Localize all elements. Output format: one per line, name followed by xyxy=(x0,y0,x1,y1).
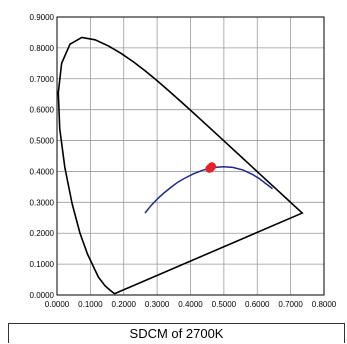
plot-frame xyxy=(56,16,325,296)
x-axis-ticks: 0.0000 0.1000 0.2000 0.3000 0.4000 0.5000 0.60… xyxy=(45,300,337,309)
y-tick-label: 0.6000 xyxy=(30,106,55,115)
x-tick-label: 0.5000 xyxy=(212,300,237,309)
y-tick-label: 0.0000 xyxy=(30,291,55,300)
x-tick-label: 0.8000 xyxy=(312,300,337,309)
x-tick-label: 0.0000 xyxy=(45,300,70,309)
y-tick-label: 0.3000 xyxy=(30,198,55,207)
y-tick-label: 0.1000 xyxy=(30,260,55,269)
grid xyxy=(57,17,324,295)
x-tick-label: 0.4000 xyxy=(178,300,203,309)
chart-caption: SDCM of 2700K xyxy=(8,323,345,343)
planckian-locus-line xyxy=(144,165,274,214)
x-tick-label: 0.7000 xyxy=(278,300,303,309)
x-tick-label: 0.3000 xyxy=(145,300,170,309)
y-tick-label: 0.8000 xyxy=(30,44,55,53)
y-axis-ticks: 0.0000 0.1000 0.2000 0.3000 0.4000 0.5000 0.60… xyxy=(30,13,55,300)
measurement-point xyxy=(206,163,216,172)
chromaticity-chart: 0.0000 0.1000 0.2000 0.3000 0.4000 0.5000 0.60… xyxy=(30,13,337,309)
y-tick-label: 0.9000 xyxy=(30,13,55,22)
y-tick-label: 0.5000 xyxy=(30,137,55,146)
x-tick-label: 0.2000 xyxy=(112,300,137,309)
y-tick-label: 0.2000 xyxy=(30,229,55,238)
y-tick-label: 0.4000 xyxy=(30,167,55,176)
x-tick-label: 0.6000 xyxy=(245,300,270,309)
spectral-locus-line xyxy=(57,36,304,295)
x-tick-label: 0.1000 xyxy=(78,300,103,309)
measurement-points xyxy=(205,162,217,173)
y-tick-label: 0.7000 xyxy=(30,75,55,84)
